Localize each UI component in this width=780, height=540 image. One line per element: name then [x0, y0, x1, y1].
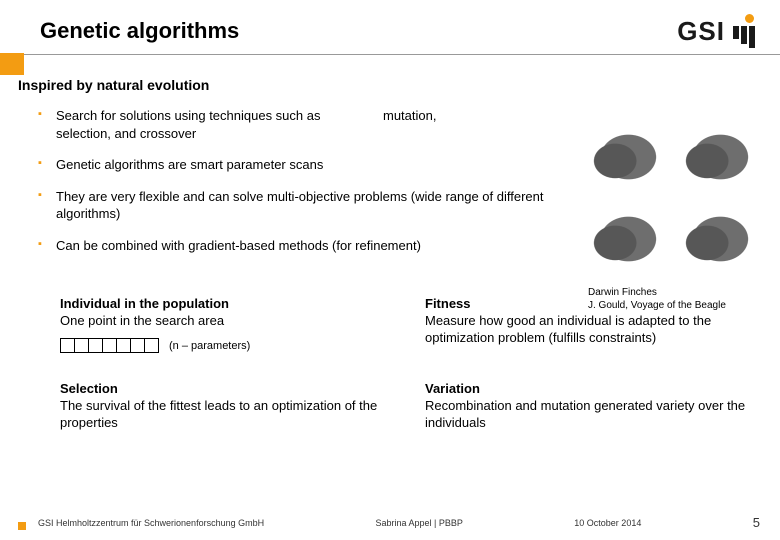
concept-title: Selection — [60, 381, 385, 396]
finch-drawing — [580, 118, 668, 196]
concept-body: Recombination and mutation generated var… — [425, 398, 750, 432]
subtitle: Inspired by natural evolution — [18, 77, 780, 93]
slide-footer: GSI Helmholtzzentrum für Schwerionenfors… — [0, 515, 780, 530]
list-item: They are very flexible and can solve mul… — [38, 188, 558, 223]
accent-block — [0, 53, 24, 75]
parameter-boxes — [60, 338, 159, 353]
finches-caption: Darwin Finches J. Gould, Voyage of the B… — [588, 286, 758, 312]
concept-body: One point in the search area — [60, 313, 385, 330]
slide-header: Genetic algorithms GSI — [0, 0, 780, 55]
concept-body: Measure how good an individual is adapte… — [425, 313, 750, 347]
bullet-text: Can be combined with gradient-based meth… — [56, 238, 421, 253]
concept-body: The survival of the fittest leads to an … — [60, 398, 385, 432]
bullet-text: Search for solutions using techniques su… — [56, 108, 321, 123]
list-item: Search for solutions using techniques su… — [38, 107, 558, 142]
finches-illustration — [580, 118, 760, 278]
list-item: Can be combined with gradient-based meth… — [38, 237, 558, 255]
concept-title: Individual in the population — [60, 296, 385, 311]
bullet-text: Genetic algorithms are smart parameter s… — [56, 157, 323, 172]
concept-selection: Selection The survival of the fittest le… — [60, 381, 385, 432]
logo-text: GSI — [677, 16, 725, 47]
logo-mark — [733, 14, 755, 48]
concept-individual: Individual in the population One point i… — [60, 296, 385, 353]
bullet-text: selection, and crossover — [56, 126, 196, 141]
list-item: Genetic algorithms are smart parameter s… — [38, 156, 558, 174]
caption-line: J. Gould, Voyage of the Beagle — [588, 299, 758, 312]
finch-drawing — [580, 200, 668, 278]
parameter-label: (n – parameters) — [169, 340, 250, 352]
page-number: 5 — [753, 515, 760, 530]
finch-drawing — [672, 118, 760, 196]
bullet-text: They are very flexible and can solve mul… — [56, 189, 544, 222]
gsi-logo: GSI — [677, 14, 755, 48]
footer-center: Sabrina Appel | PBBP — [375, 518, 462, 528]
bullet-text-mutation: mutation, — [383, 107, 436, 125]
concept-title: Variation — [425, 381, 750, 396]
caption-line: Darwin Finches — [588, 286, 758, 299]
parameter-row: (n – parameters) — [60, 338, 385, 353]
footer-left: GSI Helmholtzzentrum für Schwerionenfors… — [38, 518, 264, 528]
finch-drawing — [672, 200, 760, 278]
footer-right: 10 October 2014 — [574, 518, 641, 528]
page-title: Genetic algorithms — [40, 18, 780, 44]
concept-variation: Variation Recombination and mutation gen… — [425, 381, 750, 432]
